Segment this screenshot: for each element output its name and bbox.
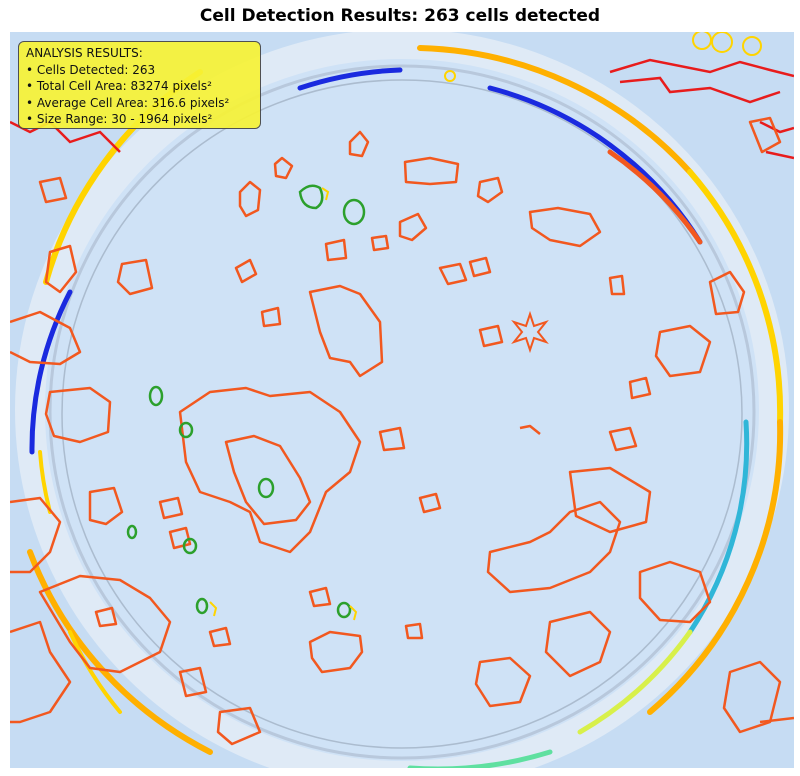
figure-title: Cell Detection Results: 263 cells detect… bbox=[199, 6, 601, 26]
results-heading: ANALYSIS RESULTS: bbox=[26, 46, 143, 60]
results-average-area: • Average Cell Area: 316.6 pixels² bbox=[26, 95, 230, 110]
analysis-results-box: ANALYSIS RESULTS: • Cells Detected: 263 … bbox=[18, 41, 261, 129]
detection-overlay bbox=[10, 32, 794, 768]
green-contours bbox=[126, 184, 366, 619]
petri-dish-image bbox=[10, 32, 794, 768]
star-contour bbox=[511, 310, 549, 354]
results-total-area: • Total Cell Area: 83274 pixels² bbox=[26, 79, 212, 93]
dish-glass bbox=[15, 32, 789, 768]
corner-contours bbox=[10, 58, 794, 160]
results-size-range: • Size Range: 30 - 1964 pixels² bbox=[26, 112, 213, 126]
cell-contours bbox=[10, 116, 794, 746]
yellow-highlights bbox=[209, 187, 358, 621]
corner-detections bbox=[444, 32, 762, 82]
dish-inner-shadow bbox=[61, 79, 743, 749]
dish-inner-edge bbox=[48, 64, 756, 760]
results-cells-detected: • Cells Detected: 263 bbox=[26, 62, 156, 77]
